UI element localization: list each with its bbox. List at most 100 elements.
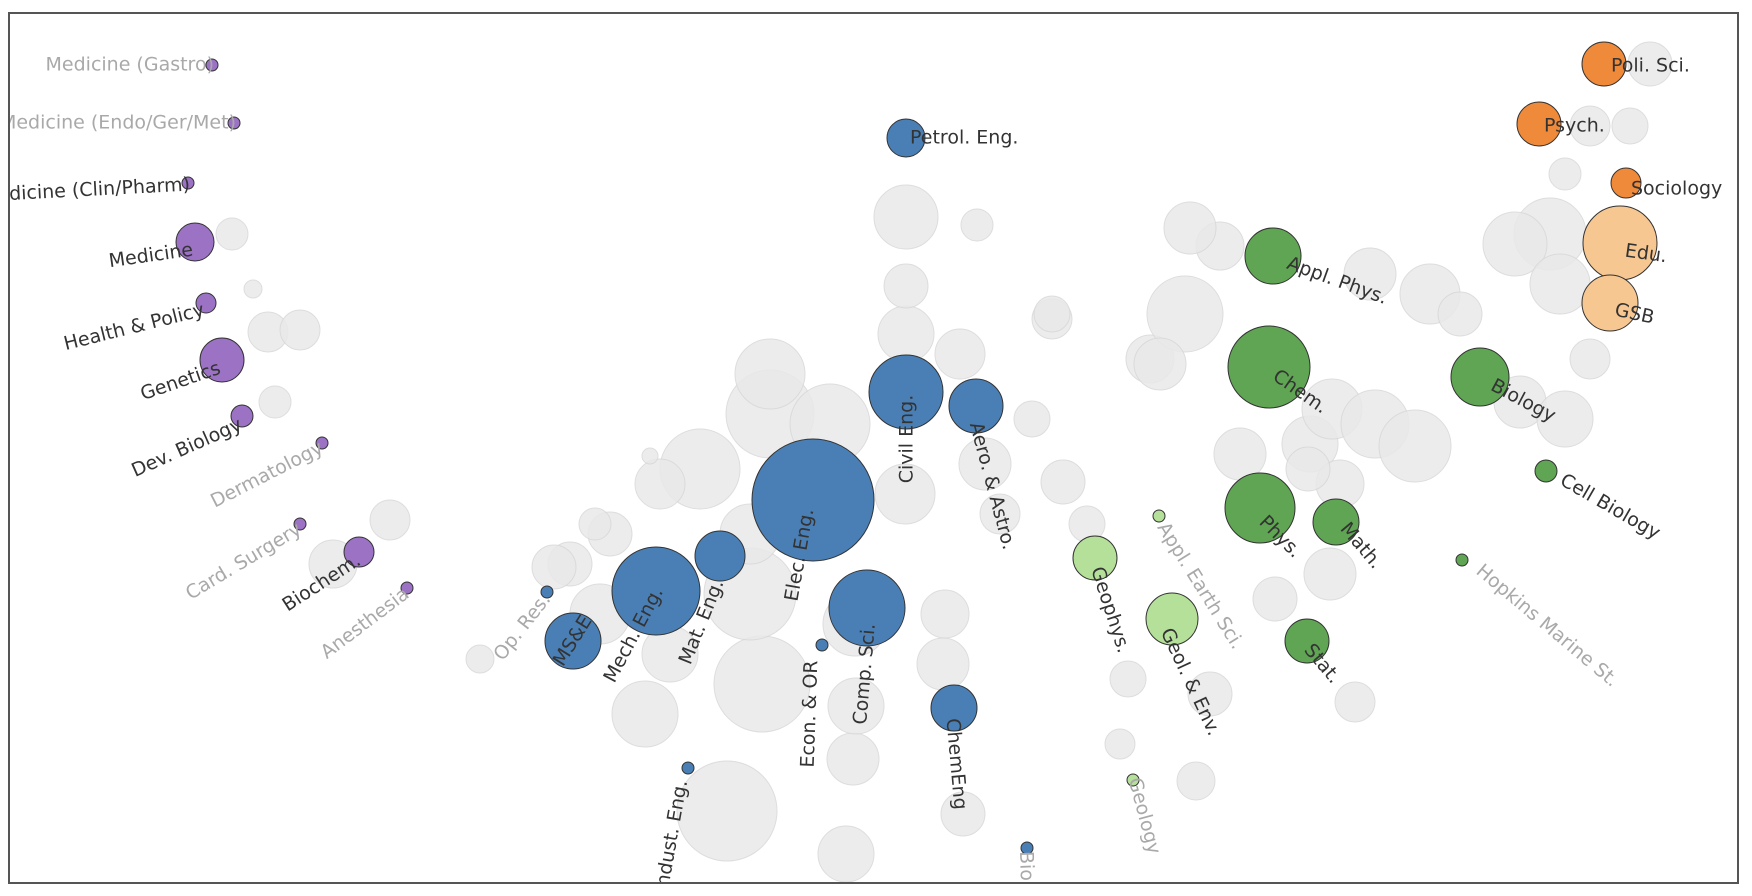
bubble-health-policy[interactable] [195,292,217,314]
ghost-bubble [531,544,577,590]
bubble-comp-sci[interactable] [828,569,906,647]
bubble-stat[interactable] [1284,618,1330,664]
ghost-bubble [826,732,880,786]
bubble-medicine-clin-pharm[interactable] [181,176,195,190]
bubble-hopkins-marine-st[interactable] [1455,553,1469,567]
ghost-bubble [1343,247,1397,301]
bubble-dev-biology[interactable] [230,404,254,428]
ghost-bubble [713,635,811,733]
bubble-chem[interactable] [1227,325,1311,409]
bubble-biology[interactable] [1450,347,1510,407]
bubble-aero-astro[interactable] [948,378,1004,434]
bubble-anesthesia[interactable] [400,581,414,595]
ghost-bubble [934,328,986,380]
ghost-bubble [369,499,411,541]
label-health-policy: Health & Policy [62,299,207,355]
ghost-bubble [1252,576,1298,622]
label-geophys: Geophys. [1086,564,1135,656]
bubble-medicine-endo-ger-met[interactable] [227,116,241,130]
label-hopkins-marine-st: Hopkins Marine St. [1472,560,1623,692]
label-op-res: Op. Res. [489,589,555,665]
ghost-bubble [1176,761,1216,801]
label-bio: Bio [1015,851,1038,882]
ghost-bubble [1163,201,1217,255]
ghost-bubble [641,447,659,465]
bubble-phys[interactable] [1224,472,1296,544]
bubble-indust-eng[interactable] [681,761,695,775]
ghost-bubble [1536,390,1594,448]
ghost-bubble [817,825,875,882]
ghost-bubble [1146,275,1224,353]
ghost-bubble [877,305,935,363]
ghost-bubble [883,263,929,309]
ghost-bubble [940,791,986,837]
bubble-psych[interactable] [1516,101,1562,147]
label-medicine-clin-pharm: Medicine (Clin/Pharm) [10,174,191,207]
bubble-cell-biology[interactable] [1534,459,1558,483]
label-cell-biology: Cell Biology [1556,469,1664,544]
ghost-bubble [1569,105,1611,147]
ghost-bubble [279,309,321,351]
background-bubbles [215,41,1673,882]
bubble-mat-eng[interactable] [694,530,746,582]
bubble-geology[interactable] [1126,773,1140,787]
ghost-bubble [611,680,679,748]
bubble-biochem[interactable] [343,536,375,568]
ghost-bubble [1611,107,1649,145]
chart-frame: Medicine (Gastro) Medicine (Endo/Ger/Met)… [8,12,1739,884]
label-dev-biology: Dev. Biology [128,413,245,481]
bubble-sociology[interactable] [1610,167,1642,199]
label-petrol-eng: Petrol. Eng. [910,127,1018,149]
ghost-bubble [920,589,970,639]
ghost-bubble [1378,409,1452,483]
ghost-bubble [215,217,249,251]
bubble-chemeng[interactable] [930,684,978,732]
bubble-appl-phys[interactable] [1244,227,1302,285]
bubble-card-surgery[interactable] [293,517,307,531]
label-poli-sci: Poli. Sci. [1611,55,1690,77]
bubble-op-res[interactable] [540,585,554,599]
ghost-bubble [1013,400,1051,438]
bubble-petrol-eng[interactable] [886,118,926,158]
bubble-econ-or[interactable] [815,638,829,652]
ghost-bubble [1285,446,1331,492]
ghost-bubble [1334,681,1376,723]
bubble-math[interactable] [1312,498,1360,546]
ghost-bubble [1104,728,1136,760]
ghost-bubble [1529,253,1591,315]
label-chemeng: ChemEng [942,717,972,810]
bubble-mech-eng[interactable] [611,546,701,636]
ghost-bubble [1109,660,1147,698]
bubble-genetics[interactable] [199,337,245,383]
ghost-bubble [873,184,939,250]
ghost-bubble [243,279,263,299]
label-psych: Psych. [1544,115,1605,137]
ghost-bubble [578,507,612,541]
bubble-geophys[interactable] [1072,535,1118,581]
bubble-poli-sci[interactable] [1581,41,1627,87]
bubble-appl-earth-sci[interactable] [1152,509,1166,523]
bubble-geol-env[interactable] [1145,592,1199,646]
ghost-bubble [916,637,970,691]
bubble-civil-eng[interactable] [868,354,944,430]
bubble-dermatology[interactable] [315,436,329,450]
bubble-ms-e[interactable] [544,612,602,670]
bubble-medicine[interactable] [175,222,215,262]
bubble-elec-eng[interactable] [751,438,875,562]
bubble-bio[interactable] [1020,841,1034,855]
bubble-gsb[interactable] [1581,274,1639,332]
label-sociology: Sociology [1631,178,1722,200]
department-bubbles [175,41,1658,855]
ghost-bubble [734,338,806,410]
bubble-medicine-gastro[interactable] [205,58,219,72]
label-medicine: Medicine [107,239,194,273]
ghost-bubble [827,677,885,735]
label-econ-or: Econ. & OR [797,660,823,768]
label-anesthesia: Anesthesia [317,583,414,664]
ghost-bubble [1040,459,1086,505]
ghost-bubble [960,208,994,242]
ghost-bubble [676,760,778,862]
ghost-bubble [634,458,686,510]
bubble-chart: Medicine (Gastro) Medicine (Endo/Ger/Met)… [10,41,1722,882]
ghost-bubble [958,437,1012,491]
